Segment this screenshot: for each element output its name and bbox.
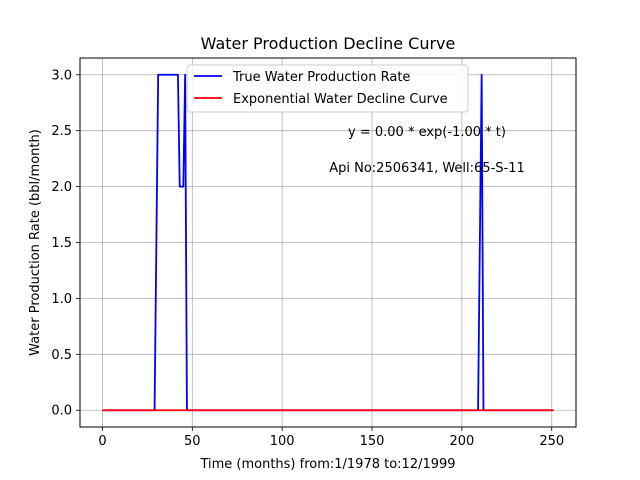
equation-annotation: y = 0.00 * exp(-1.00 * t) — [348, 125, 506, 140]
x-tick-label: 50 — [184, 434, 201, 449]
y-tick-label: 1.0 — [51, 292, 72, 307]
x-tick-label: 200 — [449, 434, 474, 449]
x-axis-label: Time (months) from:1/1978 to:12/1999 — [199, 457, 455, 472]
x-tick-label: 100 — [270, 434, 295, 449]
y-tick-label: 2.0 — [51, 180, 72, 195]
legend-box — [186, 64, 469, 113]
series-true-water-rate — [102, 73, 554, 412]
x-tick-label: 0 — [98, 434, 106, 449]
legend-label-true-rate: True Water Production Rate — [232, 70, 410, 85]
legend: True Water Production Rate Exponential W… — [186, 64, 469, 113]
y-tick-label: 0.5 — [51, 348, 72, 363]
y-tick-label: 3.0 — [51, 68, 72, 83]
grid — [80, 58, 576, 427]
axis-ticks: 0 50 100 150 200 250 0.0 0.5 1.0 1.5 2.0 2.5 3.0 — [51, 68, 564, 449]
y-axis-label: Water Production Rate (bbl/month) — [28, 129, 43, 356]
legend-label-exponential: Exponential Water Decline Curve — [233, 92, 448, 107]
y-tick-label: 0.0 — [51, 404, 72, 419]
well-annotation: Api No:2506341, Well:65-S-11 — [329, 161, 525, 176]
y-tick-label: 1.5 — [51, 236, 72, 251]
x-tick-label: 250 — [539, 434, 564, 449]
chart-title: Water Production Decline Curve — [201, 34, 456, 53]
series-layer — [102, 73, 554, 412]
y-tick-label: 2.5 — [51, 124, 72, 139]
x-tick-label: 150 — [360, 434, 385, 449]
